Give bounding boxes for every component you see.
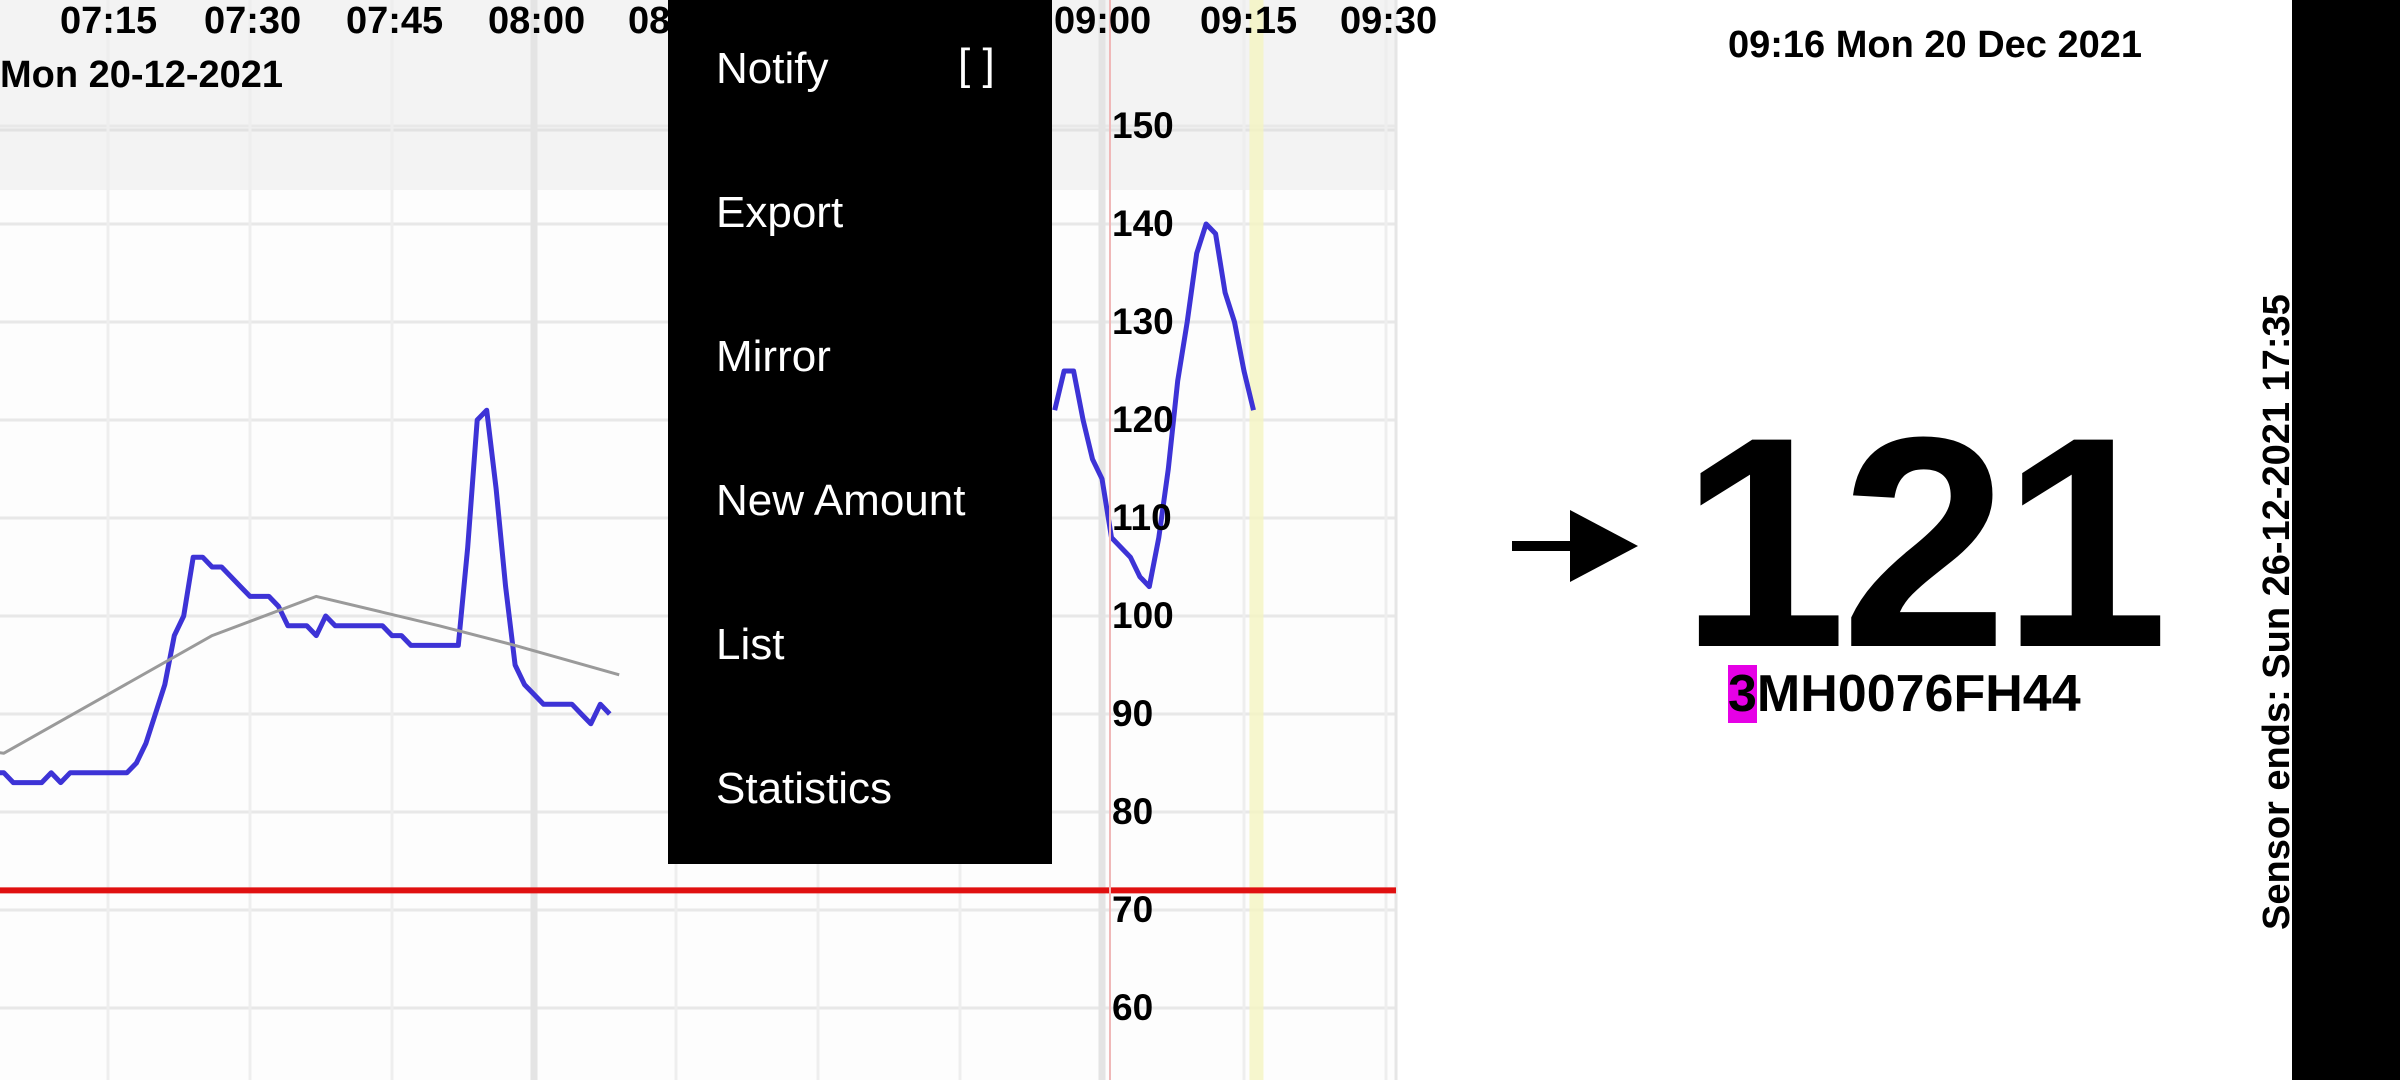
y-tick-label: 140 <box>1112 203 1174 244</box>
time-label: 07:30 <box>204 0 302 42</box>
chart-date-label: Mon 20-12-2021 <box>0 54 284 96</box>
menu-item-export[interactable]: Export <box>716 188 844 237</box>
glucose-series-line-0 <box>0 407 612 786</box>
time-label: 07:45 <box>346 0 444 42</box>
y-tick-label: 80 <box>1112 791 1154 832</box>
time-label: 09:00 <box>1054 0 1152 42</box>
chart-series <box>0 221 1256 786</box>
menu-item-notify[interactable]: Notify <box>716 44 829 93</box>
time-label: 08 <box>628 0 671 42</box>
menu-item-list[interactable]: List <box>716 620 785 669</box>
sensor-id: 3MH0076FH44 <box>1728 664 2081 724</box>
y-tick-label: 150 <box>1112 105 1174 146</box>
sensor-id-highlight: 3 <box>1728 665 1757 723</box>
time-label: 09:15 <box>1200 0 1298 42</box>
sensor-id-rest: MH0076FH44 <box>1756 665 2081 723</box>
y-tick-label: 130 <box>1112 301 1174 342</box>
y-tick-label: 120 <box>1112 399 1174 440</box>
glucose-series-line-1 <box>1052 221 1256 590</box>
trend-arrow-icon <box>1512 510 1638 582</box>
time-label: 08:00 <box>488 0 586 42</box>
y-tick-label: 90 <box>1112 693 1154 734</box>
time-label: 09:30 <box>1340 0 1438 42</box>
y-tick-label: 100 <box>1112 595 1174 636</box>
menu-item-new-amount[interactable]: New Amount <box>716 476 966 525</box>
now-marker-band <box>1249 0 1264 1080</box>
y-tick-label: 60 <box>1112 987 1154 1028</box>
time-label: 07:15 <box>60 0 158 42</box>
menu-item-mirror[interactable]: Mirror <box>716 332 831 381</box>
y-tick-label: 70 <box>1112 889 1154 930</box>
navigation-bar <box>2292 0 2400 1080</box>
glucose-value[interactable]: 121 <box>1680 374 2169 710</box>
menu-item-statistics[interactable]: Statistics <box>716 764 893 813</box>
overflow-menu: Notify [ ] Export Mirror New Amount List… <box>668 0 1052 864</box>
current-datetime: 09:16 Mon 20 Dec 2021 <box>1728 24 2143 66</box>
trend-series-line <box>0 594 620 755</box>
notify-checkbox[interactable]: [ ] <box>958 40 995 89</box>
y-tick-label: 110 <box>1112 497 1172 538</box>
